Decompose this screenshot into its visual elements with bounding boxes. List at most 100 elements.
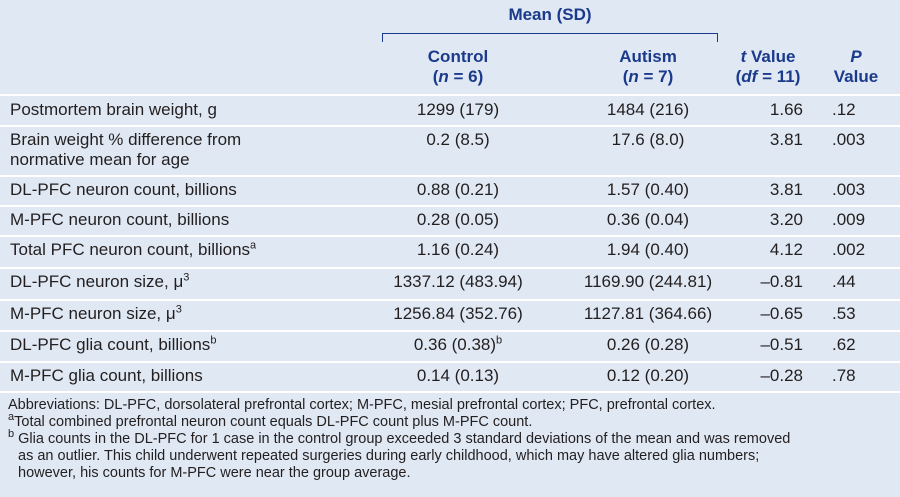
control-value: 0.36 (0.38)b bbox=[380, 335, 536, 355]
label-line: normative mean for age bbox=[10, 150, 190, 169]
t-value: –0.51 bbox=[760, 335, 803, 354]
t: a bbox=[8, 411, 15, 424]
t: = 11) bbox=[757, 67, 801, 86]
separator bbox=[0, 235, 900, 237]
t: however, his counts for M-PFC were near … bbox=[18, 465, 411, 481]
p-value: .12 bbox=[832, 100, 856, 119]
footnote: b Glia counts in the DL-PFC for 1 case i… bbox=[8, 428, 791, 482]
control-value: 0.14 (0.13) bbox=[380, 366, 536, 386]
p-value: .78 bbox=[832, 366, 856, 385]
label-line: Total PFC neuron count, billionsa bbox=[10, 239, 257, 259]
value: 0.36 (0.38) bbox=[413, 335, 497, 354]
row-label: Total PFC neuron count, billionsa bbox=[10, 240, 256, 260]
row-label: DL-PFC glia count, billionsb bbox=[10, 335, 216, 355]
separator bbox=[0, 299, 900, 301]
separator bbox=[0, 125, 900, 127]
autism-value: 1.57 (0.40) bbox=[606, 180, 690, 199]
value: 1.16 (0.24) bbox=[416, 240, 500, 259]
col-n: (n = 6) bbox=[380, 67, 536, 87]
value: 0.88 (0.21) bbox=[416, 180, 500, 199]
t: n bbox=[438, 67, 449, 86]
group-header: Mean (SD) bbox=[508, 5, 592, 24]
p-value: .44 bbox=[832, 272, 856, 291]
t-value: –0.65 bbox=[760, 304, 803, 323]
autism-value: 1169.90 (244.81) bbox=[583, 272, 713, 291]
autism-value: 1.94 (0.40) bbox=[606, 240, 690, 259]
control-value: 0.2 (8.5) bbox=[380, 130, 536, 150]
autism-value: 17.6 (8.0) bbox=[611, 130, 685, 149]
row-label: Postmortem brain weight, g bbox=[10, 100, 217, 120]
autism-value: 1484 (216) bbox=[606, 100, 690, 119]
bracket bbox=[382, 33, 718, 42]
t: Total combined prefrontal neuron count e… bbox=[14, 414, 533, 430]
separator bbox=[0, 330, 900, 332]
t: df bbox=[741, 67, 758, 86]
col-name: Autism bbox=[619, 47, 677, 66]
p-value: .62 bbox=[832, 335, 856, 354]
col-n: (n = 7) bbox=[570, 67, 726, 87]
t-value: 3.20 bbox=[769, 210, 803, 229]
autism-value: 0.26 (0.28) bbox=[606, 335, 690, 354]
value: 1256.84 (352.76) bbox=[393, 304, 523, 323]
row-label: Brain weight % difference from normative … bbox=[10, 130, 241, 170]
separator bbox=[0, 175, 900, 177]
t: t bbox=[740, 47, 747, 66]
value: 1337.12 (483.94) bbox=[393, 272, 523, 291]
superscript: 3 bbox=[183, 271, 190, 284]
row-label: DL-PFC neuron size, μ3 bbox=[10, 272, 189, 292]
p-value: .002 bbox=[832, 240, 866, 259]
control-value: 1256.84 (352.76) bbox=[380, 304, 536, 324]
p-value: .003 bbox=[832, 130, 866, 149]
row-label: DL-PFC neuron count, billions bbox=[10, 180, 237, 200]
separator bbox=[0, 205, 900, 207]
control-value: 0.28 (0.05) bbox=[380, 210, 536, 230]
row-label: M-PFC neuron count, billions bbox=[10, 210, 229, 230]
label-line: M-PFC neuron size, μ3 bbox=[10, 303, 182, 323]
t: P bbox=[850, 47, 862, 66]
t: n bbox=[628, 67, 639, 86]
t: ( bbox=[735, 67, 742, 86]
t-value: –0.28 bbox=[760, 366, 803, 385]
label-line: DL-PFC glia count, billionsb bbox=[10, 334, 217, 354]
t: b bbox=[8, 428, 15, 441]
t-value: 1.66 bbox=[769, 100, 803, 119]
label-line: DL-PFC neuron count, billions bbox=[10, 180, 237, 199]
separator bbox=[0, 94, 900, 96]
control-value: 0.88 (0.21) bbox=[380, 180, 536, 200]
col-df: (df = 11) bbox=[722, 67, 814, 87]
autism-value: 1127.81 (364.66) bbox=[583, 304, 713, 323]
control-value: 1337.12 (483.94) bbox=[380, 272, 536, 292]
p-value: .003 bbox=[832, 180, 866, 199]
t: Glia counts in the DL-PFC for 1 case in … bbox=[18, 431, 791, 447]
col-name: t Value bbox=[722, 47, 814, 67]
t: Value bbox=[746, 47, 796, 66]
autism-value: 0.12 (0.20) bbox=[606, 366, 690, 385]
superscript: b bbox=[210, 334, 217, 347]
autism-value: 0.36 (0.04) bbox=[606, 210, 690, 229]
control-value: 1299 (179) bbox=[380, 100, 536, 120]
label-line: Brain weight % difference from bbox=[10, 130, 242, 149]
t: = 7) bbox=[638, 67, 674, 86]
row-label: M-PFC neuron size, μ3 bbox=[10, 304, 182, 324]
col-header: P Value bbox=[822, 47, 890, 87]
footnote: aTotal combined prefrontal neuron count … bbox=[8, 411, 533, 431]
label-line: M-PFC neuron count, billions bbox=[10, 210, 230, 229]
separator bbox=[0, 361, 900, 363]
p-value: .009 bbox=[832, 210, 866, 229]
t-value: 3.81 bbox=[769, 180, 803, 199]
t: Value bbox=[833, 67, 879, 86]
value: 0.28 (0.05) bbox=[416, 210, 500, 229]
separator bbox=[0, 391, 900, 393]
col-name: Control bbox=[427, 47, 489, 66]
label-line: M-PFC glia count, billions bbox=[10, 366, 203, 385]
value: 1299 (179) bbox=[416, 100, 500, 119]
col-header: t Value (df = 11) bbox=[722, 47, 814, 87]
t-value: 3.81 bbox=[769, 130, 803, 149]
superscript: a bbox=[250, 239, 257, 252]
t: ( bbox=[622, 67, 629, 86]
value: 0.2 (8.5) bbox=[426, 130, 490, 149]
separator bbox=[0, 267, 900, 269]
t-value: –0.81 bbox=[760, 272, 803, 291]
t: = 6) bbox=[448, 67, 484, 86]
t-value: 4.12 bbox=[769, 240, 803, 259]
